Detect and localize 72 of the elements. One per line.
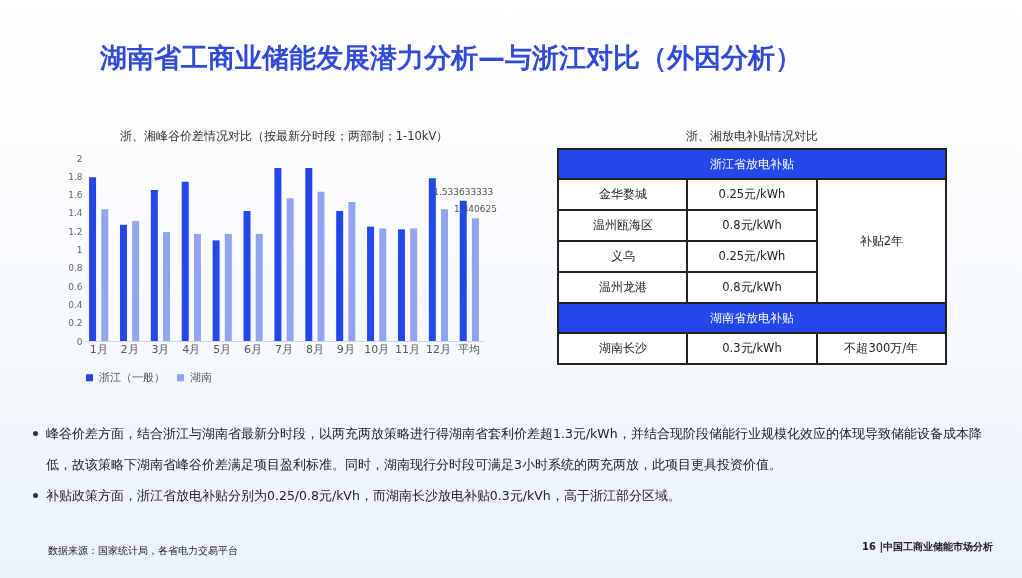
y-tick-label: 0.8 (68, 263, 83, 274)
text: 补贴政策方面，浙江省放电补贴分别为0.25/0.8元/kVh，而湖南长沙放电补贴0.3元/kVh，高于浙江部分区域。 (46, 487, 682, 505)
text: 峰谷价差方面，结合浙江与湖南省最新分时段，以两充两放策略进行得湖南省套利价差超1.3元/kWh，并结合现阶段储能行业规模化效应的体现导致储能设备成本降低，故该策略下湖南省峰谷价差满足项目盈利标准。同时，湖南现行分时段可满足3小时系统的两充两放，此项目更具投资价值。 (46, 426, 982, 472)
text: 湖南省放电补贴 (558, 303, 946, 333)
x-tick-label: 4月 (182, 342, 201, 356)
x-tick-label: 2月 (120, 342, 139, 356)
bar (379, 228, 387, 341)
text: 浙江省放电补贴 (558, 149, 946, 179)
x-tick-label: 10月 (364, 342, 390, 356)
bar (441, 209, 449, 341)
bar (336, 211, 344, 341)
text: 湖南省工商业储能发展潜力分析—与浙江对比（外因分析） (100, 41, 802, 75)
text: 温州瓯海区 (558, 210, 688, 241)
bar (193, 233, 201, 341)
text: 0.25元/kWh (687, 179, 817, 210)
bar (286, 198, 294, 341)
text: 16 |中国工商业储能市场分析 (862, 540, 994, 554)
bar (212, 240, 220, 341)
x-tick-label: 11月 (395, 342, 421, 356)
bar (132, 221, 140, 341)
bar (224, 233, 232, 341)
bar (89, 177, 97, 341)
legend-label: 浙江（一般） (99, 370, 165, 384)
text: 0.8元/kWh (687, 272, 817, 303)
x-tick-label: 12月 (425, 342, 451, 356)
x-tick-label: 1月 (89, 342, 108, 356)
text: 浙、湘放电补贴情况对比 (685, 128, 819, 145)
text: 补贴2年 (816, 179, 946, 303)
text: 温州龙港 (558, 272, 688, 303)
y-tick-label: 1.6 (68, 190, 83, 201)
x-tick-label: 7月 (275, 342, 293, 356)
bar (397, 229, 405, 341)
text: 义乌 (558, 241, 688, 272)
bar (305, 168, 313, 341)
bar (348, 201, 356, 341)
text: 湖南长沙 (558, 333, 688, 364)
bar (274, 168, 282, 341)
x-tick-label: 平均 (458, 342, 481, 356)
bar (255, 233, 263, 341)
source-note: 数据来源：国家统计局，各省电力交易平台 (48, 544, 238, 558)
text: 金华婺城 (558, 179, 688, 210)
y-tick-label: 1.8 (68, 171, 83, 182)
text: 0.3元/kWh (687, 333, 817, 364)
bar (181, 181, 189, 341)
y-tick-label: 2 (76, 153, 83, 164)
text: 不超300万/年 (816, 333, 946, 364)
bar (101, 209, 109, 341)
y-tick-label: 1.4 (68, 208, 83, 219)
text: 0.8元/kWh (687, 210, 817, 241)
x-tick-label: 8月 (305, 342, 324, 356)
x-tick-label: 3月 (151, 342, 170, 356)
legend-label: 湖南 (190, 370, 212, 384)
text: 0.25元/kWh (687, 241, 817, 272)
bar (150, 190, 158, 341)
y-tick-label: 0.2 (68, 318, 83, 329)
y-tick-label: 1 (76, 245, 83, 255)
bar (428, 178, 436, 341)
y-tick-label: 0.4 (68, 299, 83, 310)
x-tick-label: 5月 (213, 342, 232, 356)
y-tick-label: 1.2 (68, 226, 83, 237)
bar (471, 218, 479, 341)
chart-title: 浙、湘峰谷价差情况对比（按最新分时段；两部制；1-10kV） (119, 128, 449, 143)
bar (367, 226, 375, 341)
bar (410, 228, 418, 341)
bar (119, 224, 127, 341)
y-tick-label: 0 (76, 336, 83, 347)
y-tick-label: 0.6 (68, 281, 83, 292)
x-tick-label: 9月 (336, 342, 355, 356)
bar (317, 191, 325, 341)
bar (243, 211, 251, 341)
x-tick-label: 6月 (244, 342, 263, 356)
bar (163, 232, 171, 341)
